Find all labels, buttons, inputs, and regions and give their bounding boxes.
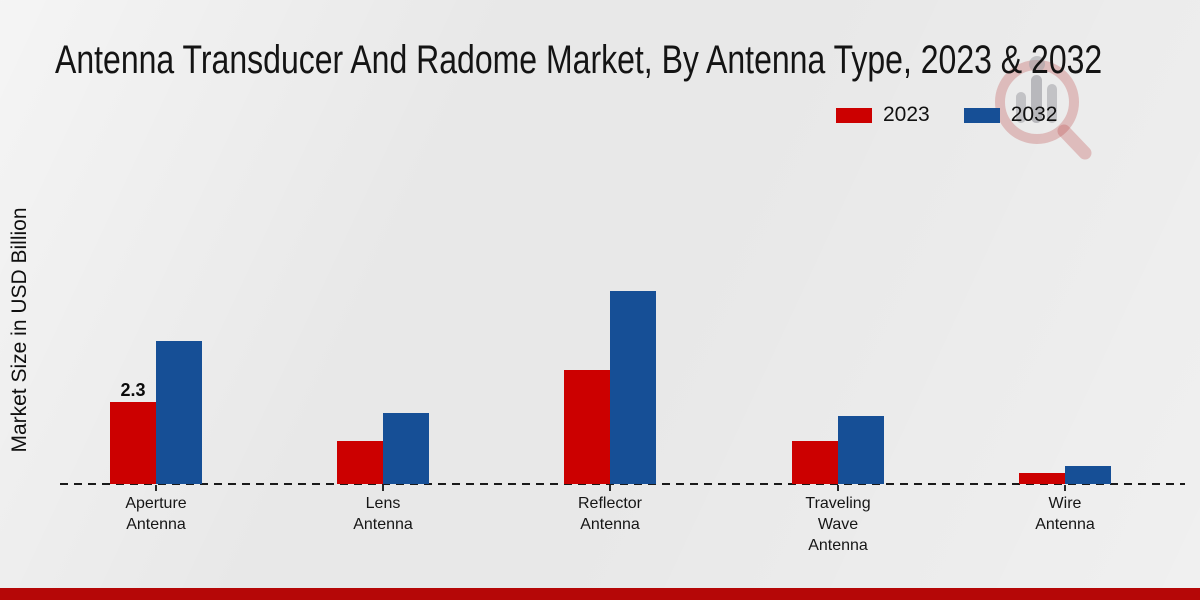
legend-swatch-2032 <box>963 107 1000 123</box>
bar-2023-lens-antenna <box>337 441 383 484</box>
x-axis-tick-wire-antenna <box>1064 485 1066 491</box>
x-axis-tick-reflector-antenna <box>609 485 611 491</box>
x-axis-dashed-baseline <box>60 483 1185 485</box>
bar-2032-lens-antenna <box>383 413 429 484</box>
legend-label-2023: 2023 <box>883 103 930 126</box>
bar-2023-reflector-antenna <box>564 370 610 484</box>
category-label-reflector-antenna: Reflector Antenna <box>577 495 643 533</box>
legend: 2023 2032 <box>836 103 1057 127</box>
legend-swatch-2023 <box>836 107 872 123</box>
category-label-lens-antenna: Lens Antenna <box>353 495 413 533</box>
y-axis-label: Market Size in USD Billion <box>8 207 31 453</box>
bar-2032-traveling-wave-antenna <box>838 416 884 484</box>
bar-2023-aperture-antenna <box>110 402 156 484</box>
bottom-accent-band <box>0 588 1200 600</box>
bar-2023-wire-antenna <box>1019 473 1065 484</box>
legend-label-2032: 2032 <box>1010 103 1058 126</box>
x-axis-tick-lens-antenna <box>382 485 384 491</box>
x-axis-tick-aperture-antenna <box>155 485 157 491</box>
chart-title: Antenna Transducer And Radome Market, By… <box>55 38 1103 82</box>
x-axis-tick-traveling-wave-antenna <box>837 485 839 491</box>
bar-2032-aperture-antenna <box>156 341 202 484</box>
category-label-wire-antenna: Wire Antenna <box>1035 495 1095 533</box>
bar-2032-reflector-antenna <box>610 291 656 484</box>
market-research-logo-watermark <box>995 56 1092 160</box>
category-label-traveling-wave-antenna: Traveling Wave Antenna <box>805 495 871 554</box>
bar-2032-wire-antenna <box>1065 466 1111 484</box>
category-label-aperture-antenna: Aperture Antenna <box>125 495 187 533</box>
bar-2023-traveling-wave-antenna <box>792 441 838 484</box>
legend-item-2032: 2032 <box>963 103 1058 127</box>
legend-item-2023: 2023 <box>836 103 930 127</box>
data-label-2023-aperture-antenna: 2.3 <box>120 380 146 400</box>
